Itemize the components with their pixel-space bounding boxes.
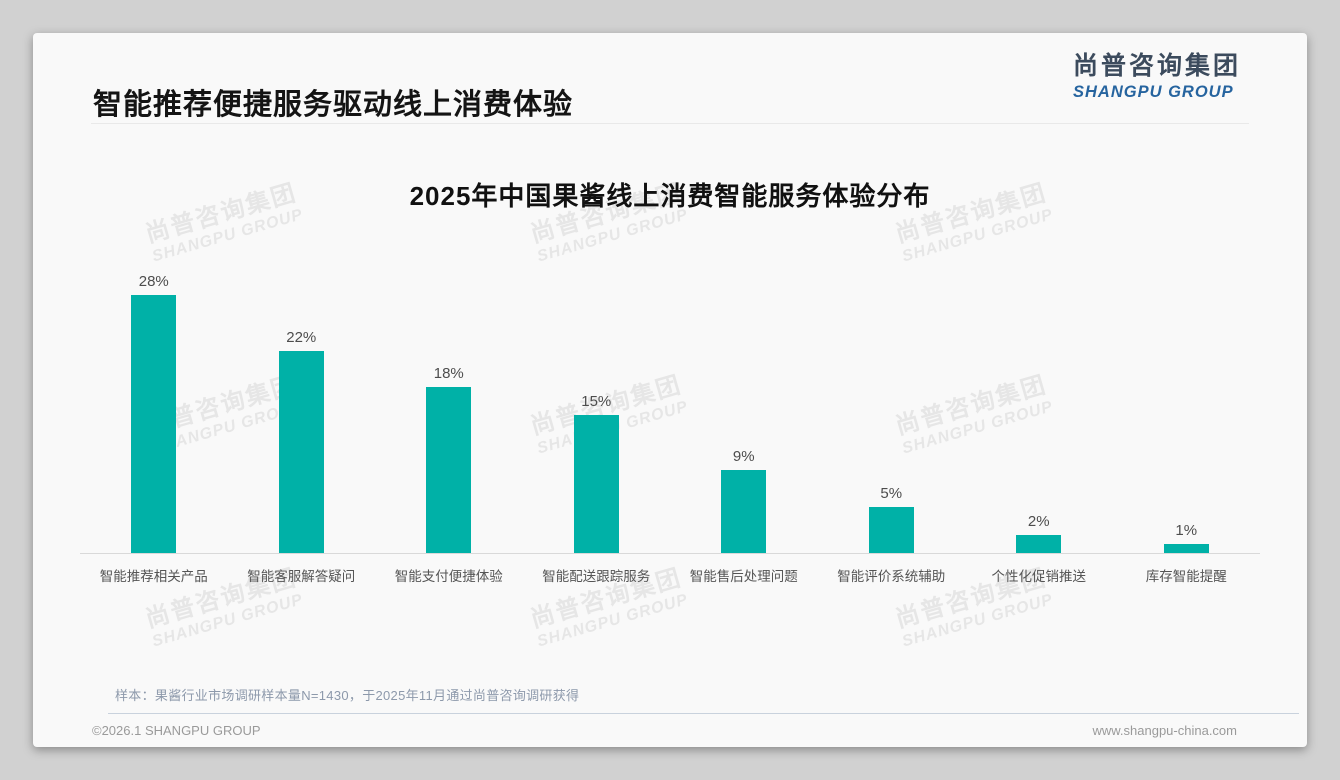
bar-value-label: 22% <box>286 328 317 346</box>
header-divider <box>91 123 1249 124</box>
bar <box>278 350 324 553</box>
logo-chinese-text: 尚普咨询集团 <box>1072 52 1241 80</box>
category-axis: 智能推荐相关产品 智能客服解答疑问 智能支付便捷体验 智能配送跟踪服务 智能售后处理问题… <box>80 565 1260 585</box>
category-label: 智能售后处理问题 <box>689 569 798 584</box>
category-label: 个性化促销推送 <box>991 569 1087 584</box>
logo-english-text: SHANGPU GROUP <box>1072 82 1234 101</box>
bar <box>721 470 767 553</box>
bar-value-label: 9% <box>732 448 755 466</box>
bar-value-label: 18% <box>433 365 464 383</box>
bar-column: 28% <box>80 273 228 553</box>
bar-value-label: 28% <box>138 273 169 291</box>
bar-value-label: 2% <box>1027 512 1050 530</box>
report-slide: 尚普咨询集团 SHANGPU GROUP 尚普咨询集团 SHANGPU GROUP 尚普… <box>33 33 1307 747</box>
category-label: 智能客服解答疑问 <box>247 569 356 584</box>
bar-value-label: 5% <box>880 485 903 502</box>
bar <box>1016 534 1062 553</box>
bar-column: 1% <box>1113 522 1261 553</box>
bar <box>131 295 177 553</box>
bar-value-label: 15% <box>581 393 612 410</box>
bar-chart-plot: 28% 22% 18% 15% 9% 5% 2% 1% <box>80 253 1260 553</box>
company-logo: 尚普咨询集团 SHANGPU GROUP <box>1072 52 1241 102</box>
category-label: 智能配送跟踪服务 <box>542 569 651 584</box>
category-label: 库存智能提醒 <box>1145 569 1227 584</box>
bar-column: 9% <box>670 448 818 553</box>
footer-website: www.shangpu-china.com <box>1092 723 1237 738</box>
chart-title: 2025年中国果酱线上消费智能服务体验分布 <box>409 181 931 211</box>
sample-note: 样本：果酱行业市场调研样本量N=1430，于2025年11月通过尚普咨询调研获得 <box>115 688 580 703</box>
category-label: 智能推荐相关产品 <box>99 569 208 584</box>
page-title: 智能推荐便捷服务驱动线上消费体验 <box>93 89 574 121</box>
bar <box>1163 543 1209 553</box>
bar-column: 2% <box>965 513 1113 553</box>
footer-divider <box>108 713 1299 714</box>
bar <box>426 387 472 553</box>
category-label: 智能支付便捷体验 <box>394 569 503 584</box>
category-label: 智能评价系统辅助 <box>837 569 946 584</box>
bar <box>868 507 914 553</box>
bar-column: 22% <box>228 329 376 553</box>
bar-column: 15% <box>523 393 671 553</box>
x-axis-line <box>80 553 1260 554</box>
footer-copyright: ©2026.1 SHANGPU GROUP <box>92 723 261 738</box>
bar <box>573 415 619 553</box>
bar-column: 5% <box>818 485 966 553</box>
bar-column: 18% <box>375 365 523 553</box>
bar-value-label: 1% <box>1175 521 1198 539</box>
